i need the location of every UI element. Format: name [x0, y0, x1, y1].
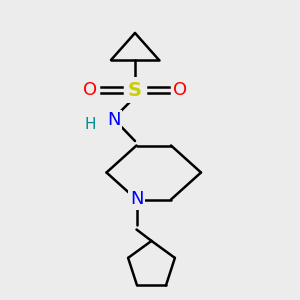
Text: O: O: [173, 81, 187, 99]
Text: N: N: [130, 190, 143, 208]
Text: N: N: [107, 111, 121, 129]
Text: O: O: [83, 81, 97, 99]
Text: H: H: [84, 117, 96, 132]
Text: S: S: [128, 80, 142, 100]
